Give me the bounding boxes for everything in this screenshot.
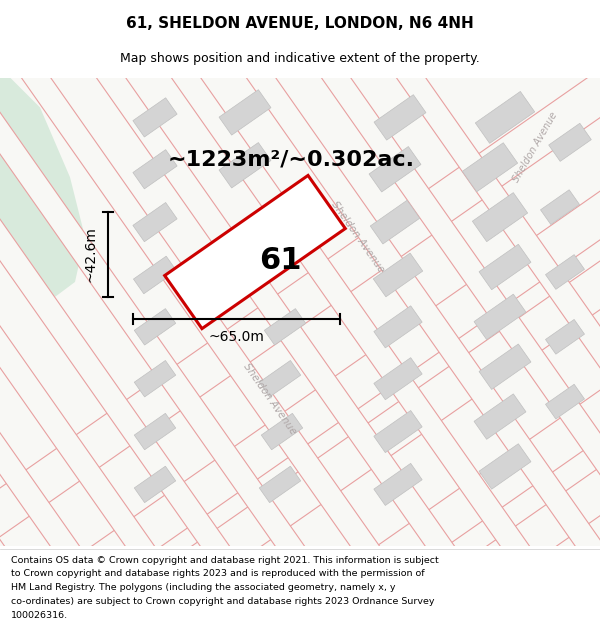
Polygon shape: [545, 319, 584, 354]
Polygon shape: [439, 65, 600, 612]
Text: Sheldon Avenue: Sheldon Avenue: [329, 199, 386, 274]
Text: Sheldon Avenue: Sheldon Avenue: [242, 361, 298, 436]
Polygon shape: [259, 466, 301, 503]
Polygon shape: [261, 413, 303, 450]
Polygon shape: [463, 142, 518, 192]
Polygon shape: [133, 98, 177, 137]
Polygon shape: [0, 78, 85, 297]
Polygon shape: [329, 65, 600, 612]
Polygon shape: [0, 65, 600, 612]
Polygon shape: [24, 0, 560, 603]
Polygon shape: [0, 0, 35, 603]
Polygon shape: [259, 361, 301, 397]
Polygon shape: [374, 306, 422, 348]
Polygon shape: [134, 466, 176, 503]
Polygon shape: [133, 256, 176, 294]
Polygon shape: [0, 78, 600, 546]
Text: ~65.0m: ~65.0m: [209, 330, 265, 344]
Polygon shape: [541, 190, 580, 224]
Text: Contains OS data © Crown copyright and database right 2021. This information is : Contains OS data © Crown copyright and d…: [11, 556, 439, 565]
Polygon shape: [474, 294, 526, 339]
Polygon shape: [134, 309, 176, 345]
Polygon shape: [264, 309, 306, 345]
Polygon shape: [479, 244, 531, 290]
Polygon shape: [549, 123, 591, 161]
Polygon shape: [374, 94, 426, 140]
Polygon shape: [0, 0, 335, 603]
Polygon shape: [249, 0, 600, 603]
Polygon shape: [133, 149, 177, 189]
Polygon shape: [374, 357, 422, 400]
Polygon shape: [134, 413, 176, 450]
Polygon shape: [370, 200, 420, 244]
Text: ~42.6m: ~42.6m: [83, 227, 97, 282]
Polygon shape: [545, 384, 584, 419]
Text: to Crown copyright and database rights 2023 and is reproduced with the permissio: to Crown copyright and database rights 2…: [11, 569, 424, 579]
Text: 100026316.: 100026316.: [11, 611, 68, 620]
Text: Map shows position and indicative extent of the property.: Map shows position and indicative extent…: [120, 52, 480, 64]
Text: 61, SHELDON AVENUE, LONDON, N6 4NH: 61, SHELDON AVENUE, LONDON, N6 4NH: [126, 16, 474, 31]
Text: Sheldon Avenue: Sheldon Avenue: [511, 111, 559, 184]
Text: HM Land Registry. The polygons (including the associated geometry, namely x, y: HM Land Registry. The polygons (includin…: [11, 583, 395, 592]
Polygon shape: [0, 0, 110, 603]
Text: co-ordinates) are subject to Crown copyright and database rights 2023 Ordnance S: co-ordinates) are subject to Crown copyr…: [11, 597, 434, 606]
Text: ~1223m²/~0.302ac.: ~1223m²/~0.302ac.: [168, 149, 415, 169]
Polygon shape: [479, 344, 531, 389]
Polygon shape: [164, 176, 346, 329]
Polygon shape: [133, 202, 177, 242]
Polygon shape: [99, 0, 600, 603]
Polygon shape: [0, 0, 485, 603]
Polygon shape: [374, 411, 422, 452]
Polygon shape: [219, 142, 271, 188]
Polygon shape: [544, 65, 600, 612]
Polygon shape: [545, 254, 584, 289]
Polygon shape: [44, 65, 600, 612]
Polygon shape: [174, 0, 600, 603]
Polygon shape: [369, 146, 421, 192]
Text: 61: 61: [259, 246, 301, 274]
Polygon shape: [479, 444, 531, 489]
Polygon shape: [0, 0, 410, 603]
Polygon shape: [475, 91, 535, 143]
Polygon shape: [0, 0, 185, 603]
Polygon shape: [474, 394, 526, 439]
Polygon shape: [143, 65, 600, 612]
Polygon shape: [373, 253, 423, 297]
Polygon shape: [472, 192, 527, 242]
Polygon shape: [134, 361, 176, 397]
Polygon shape: [219, 90, 271, 135]
Polygon shape: [374, 463, 422, 506]
Polygon shape: [0, 0, 260, 603]
